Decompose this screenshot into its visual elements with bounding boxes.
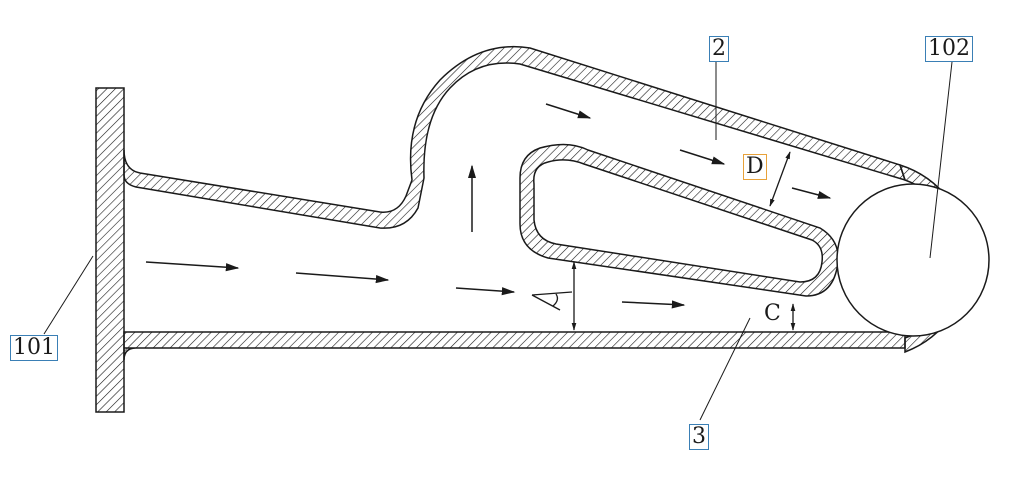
bottom-wall: [123, 331, 906, 361]
angle-line: [531, 291, 573, 296]
dimension-markers: [531, 151, 796, 331]
impeller-circle: [836, 183, 990, 337]
leader-101: [43, 255, 94, 335]
flow-arrow: [791, 187, 832, 199]
flow-arrow: [145, 261, 240, 272]
label-102: 102: [925, 36, 973, 62]
label-D: D: [743, 154, 767, 180]
flow-arrow: [295, 272, 390, 284]
flow-arrow: [455, 287, 516, 296]
label-C: C: [764, 301, 781, 326]
label-2: 2: [709, 36, 729, 62]
inner-wedge: [519, 143, 839, 297]
flow-arrow: [621, 300, 686, 309]
upper-inlet-wall: [123, 45, 907, 229]
inlet-flange: [95, 87, 125, 413]
dim-D-arrow: [769, 151, 791, 207]
flow-arrow: [679, 149, 726, 165]
label-3: 3: [689, 424, 709, 450]
label-101: 101: [10, 335, 58, 361]
angle-arc: [552, 293, 559, 307]
leader-lines: [43, 60, 953, 421]
leader-102: [929, 61, 953, 259]
leader-3: [699, 317, 751, 421]
flow-arrows: [145, 103, 832, 309]
angle-line: [531, 294, 561, 311]
flow-arrow: [545, 103, 592, 119]
